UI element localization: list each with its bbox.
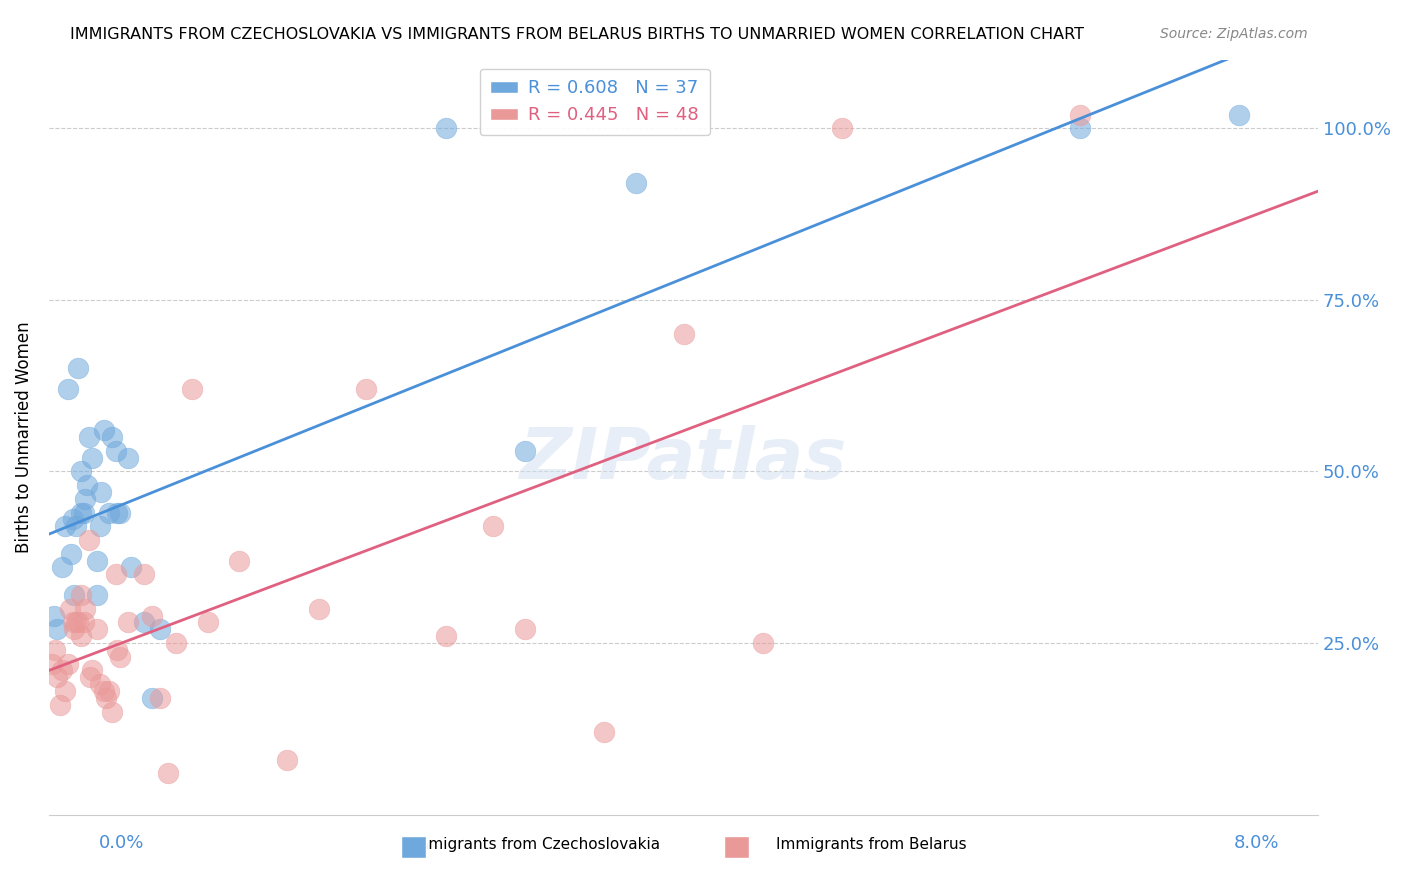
Point	[110, 649, 132, 664]
Text: 8.0%: 8.0%	[1234, 834, 1279, 852]
Point	[93, 684, 115, 698]
Point	[180, 382, 202, 396]
Point	[104, 443, 127, 458]
Point	[75, 601, 97, 615]
Point	[141, 690, 163, 705]
Point	[56, 657, 79, 671]
Point	[105, 643, 128, 657]
Point	[101, 430, 124, 444]
Point	[149, 690, 172, 705]
Point	[58, 601, 80, 615]
Point	[86, 588, 108, 602]
Point	[117, 615, 139, 630]
Point	[228, 553, 250, 567]
Point	[1227, 107, 1250, 121]
Point	[60, 547, 83, 561]
Point	[513, 443, 536, 458]
Point	[197, 615, 219, 630]
Point	[62, 512, 84, 526]
Point	[73, 615, 96, 630]
Point	[77, 430, 100, 444]
Point	[105, 506, 128, 520]
Point	[86, 622, 108, 636]
Point	[98, 684, 121, 698]
Point	[752, 636, 775, 650]
Point	[308, 601, 330, 615]
Text: ZIPatlas: ZIPatlas	[520, 425, 848, 494]
Point	[75, 491, 97, 506]
Point	[80, 450, 103, 465]
Point	[276, 753, 298, 767]
Point	[65, 615, 87, 630]
Point	[165, 636, 187, 650]
Point	[53, 684, 76, 698]
Point	[69, 506, 91, 520]
Point	[51, 560, 73, 574]
Point	[434, 121, 457, 136]
Point	[831, 121, 853, 136]
Point	[513, 622, 536, 636]
Text: Immigrants from Belarus: Immigrants from Belarus	[776, 837, 967, 852]
Point	[69, 629, 91, 643]
Text: IMMIGRANTS FROM CZECHOSLOVAKIA VS IMMIGRANTS FROM BELARUS BIRTHS TO UNMARRIED WO: IMMIGRANTS FROM CZECHOSLOVAKIA VS IMMIGR…	[70, 27, 1084, 42]
Point	[45, 670, 67, 684]
Point	[77, 533, 100, 547]
Point	[117, 450, 139, 465]
Point	[49, 698, 72, 712]
Point	[93, 423, 115, 437]
Point	[141, 608, 163, 623]
Y-axis label: Births to Unmarried Women: Births to Unmarried Women	[15, 321, 32, 553]
Point	[593, 725, 616, 739]
Point	[66, 615, 89, 630]
Point	[98, 506, 121, 520]
Point	[156, 766, 179, 780]
Point	[76, 478, 98, 492]
Point	[53, 519, 76, 533]
Point	[1069, 107, 1091, 121]
Point	[63, 622, 86, 636]
Point	[69, 464, 91, 478]
Point	[73, 506, 96, 520]
Point	[1069, 121, 1091, 136]
Point	[482, 519, 505, 533]
Point	[672, 327, 695, 342]
Point	[434, 629, 457, 643]
Text: 0.0%: 0.0%	[98, 834, 143, 852]
Point	[41, 657, 63, 671]
Point	[45, 622, 67, 636]
Point	[149, 622, 172, 636]
Point	[79, 670, 101, 684]
Point	[69, 588, 91, 602]
Point	[80, 664, 103, 678]
Point	[104, 567, 127, 582]
Point	[101, 705, 124, 719]
Point	[44, 643, 66, 657]
Point	[110, 506, 132, 520]
Point	[51, 664, 73, 678]
Point	[66, 361, 89, 376]
Point	[121, 560, 143, 574]
Point	[65, 519, 87, 533]
Point	[42, 608, 65, 623]
Point	[624, 176, 647, 190]
Point	[63, 588, 86, 602]
Point	[89, 677, 111, 691]
Point	[56, 382, 79, 396]
Legend: R = 0.608   N = 37, R = 0.445   N = 48: R = 0.608 N = 37, R = 0.445 N = 48	[479, 69, 710, 136]
Point	[62, 615, 84, 630]
Point	[90, 485, 112, 500]
Point	[89, 519, 111, 533]
Point	[134, 615, 156, 630]
Text: Immigrants from Czechoslovakia: Immigrants from Czechoslovakia	[409, 837, 659, 852]
Point	[356, 382, 378, 396]
Point	[134, 567, 156, 582]
Point	[86, 553, 108, 567]
Text: Source: ZipAtlas.com: Source: ZipAtlas.com	[1160, 27, 1308, 41]
Point	[94, 690, 117, 705]
